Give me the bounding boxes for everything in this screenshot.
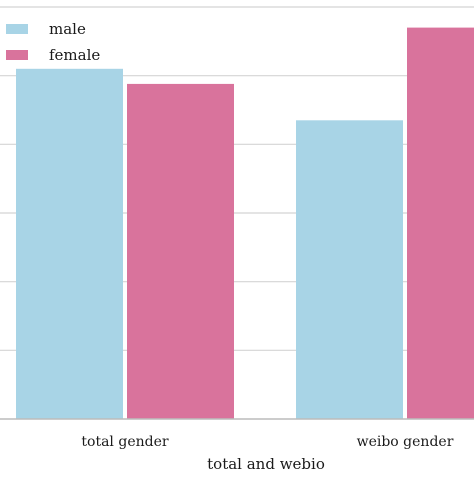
legend-label-female: female [49,46,100,64]
x-axis-label: total and webio [207,455,325,473]
bar-male-0 [16,68,123,420]
x-tick-label-0: total gender [81,434,168,450]
legend-swatch-female [6,50,28,60]
legend: male female [6,20,100,64]
bars [16,27,474,420]
bar-male-1 [296,120,403,420]
x-tick-labels: total gender weibo gender [81,434,453,450]
legend-swatch-male [6,24,28,34]
bar-female-0 [127,83,234,419]
bar-female-1 [407,27,474,419]
x-tick-label-1: weibo gender [357,434,454,450]
legend-label-male: male [49,20,86,38]
